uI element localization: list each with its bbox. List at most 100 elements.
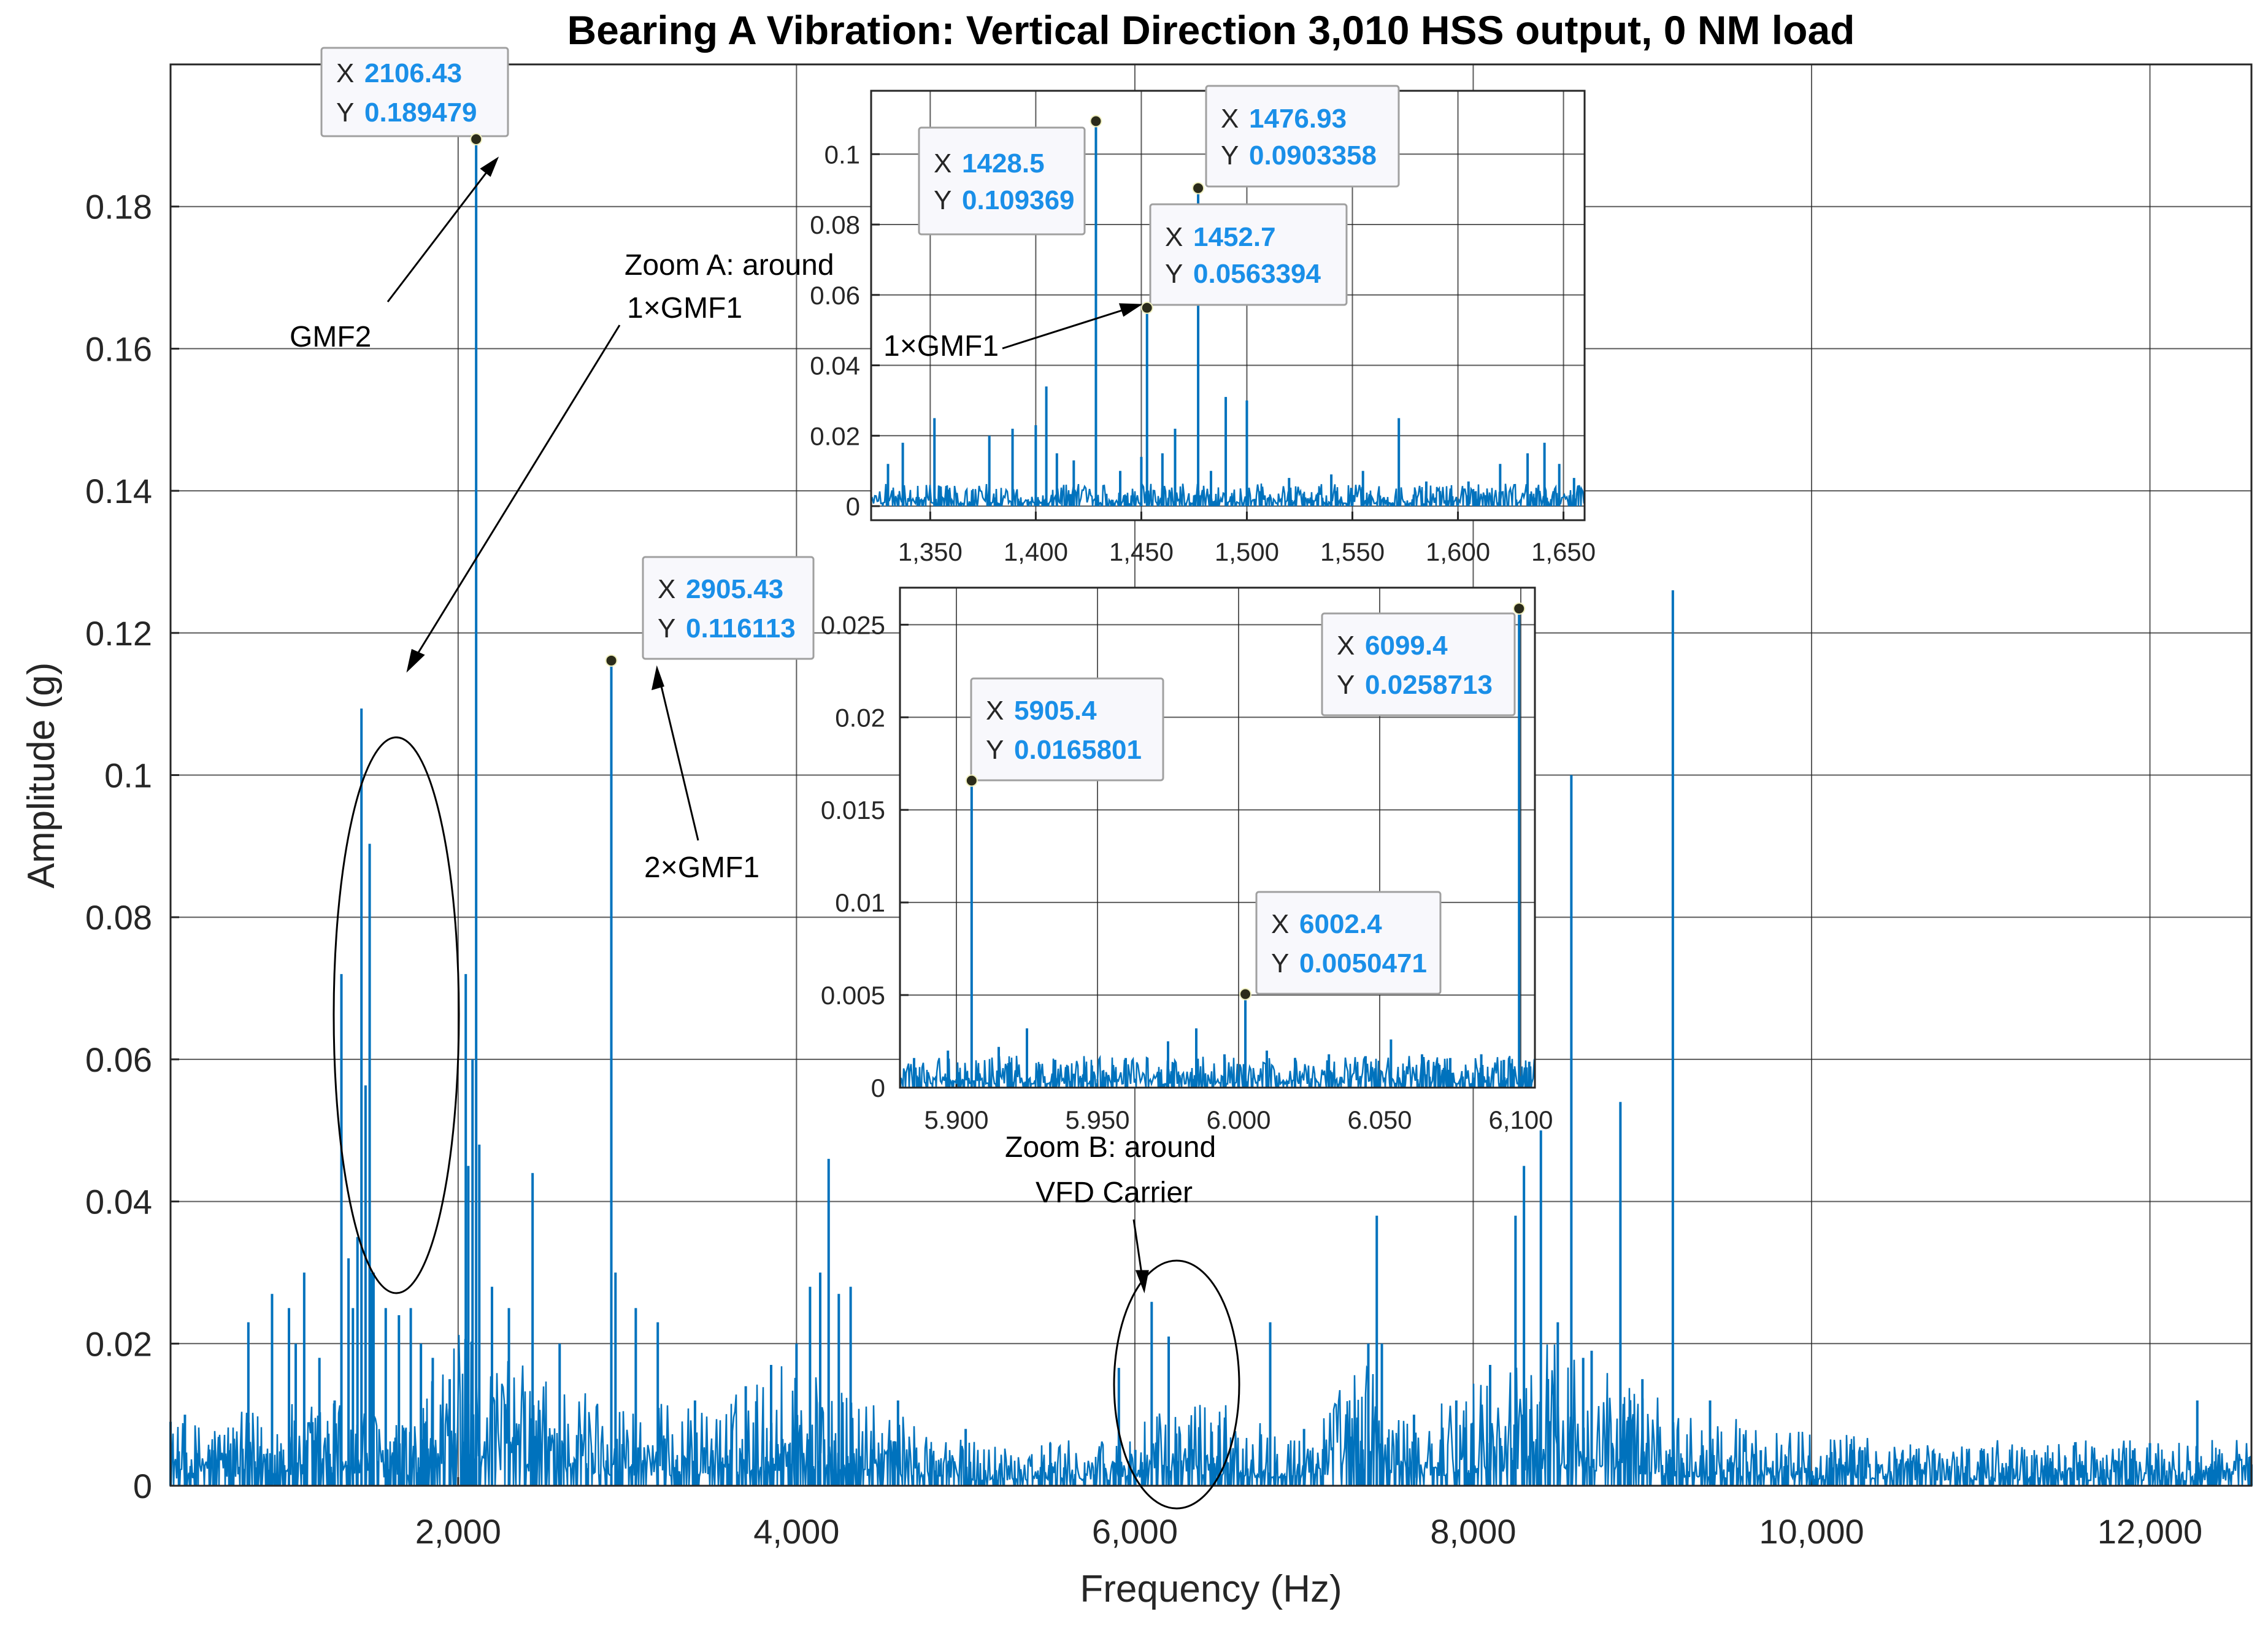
- x-tick-label: 12,000: [2097, 1512, 2202, 1551]
- y-tick-label: 0.005: [821, 981, 885, 1010]
- y-tick-label: 0.16: [85, 329, 152, 368]
- zoom-a-ellipse: [333, 736, 460, 1294]
- datatip-marker: [1090, 115, 1102, 128]
- zoom-a-label: Zoom A: around 1×GMF1: [625, 249, 842, 325]
- zoom-a-1xgmf1-arrow-head: [1118, 303, 1143, 317]
- datatip-x-key: X: [1271, 909, 1289, 939]
- datatip-y-value: 0.0165801: [1014, 735, 1142, 765]
- datatip-y-value: 0.109369: [962, 185, 1075, 215]
- chart-title: Bearing A Vibration: Vertical Direction …: [567, 7, 1855, 53]
- y-tick-label: 0.025: [821, 610, 885, 639]
- datatip-box: [1205, 85, 1400, 188]
- datatip-x-key: X: [986, 696, 1004, 726]
- datatip-x-key: X: [1165, 222, 1183, 252]
- datatip-y-value: 0.0258713: [1365, 670, 1493, 700]
- datatip-x-value: 5905.4: [1014, 696, 1097, 726]
- y-tick-label: 0: [846, 492, 860, 521]
- datatip-box: [642, 556, 815, 660]
- noise-floor-line: [169, 1335, 2253, 1486]
- datatip-box: [1321, 612, 1516, 716]
- datatip-marker: [1239, 988, 1252, 1001]
- x-tick-label: 6,100: [1488, 1105, 1553, 1134]
- datatip-x-key: X: [336, 58, 354, 88]
- y-tick-label: 0.18: [85, 188, 152, 226]
- gmf2-label: GMF2: [290, 321, 371, 353]
- zoom-a-1xgmf1-label-line: 1×GMF1: [883, 330, 999, 363]
- datatip-marker: [965, 774, 978, 787]
- datatip-y-key: Y: [658, 613, 675, 643]
- datatip-x-value: 2106.43: [364, 58, 462, 88]
- x-tick-label: 1,450: [1109, 537, 1174, 566]
- zoom-b-label-line-2: VFD Carrier: [1036, 1177, 1193, 1209]
- y-tick-label: 0: [133, 1467, 152, 1505]
- 2xgmf1-label-line: 2×GMF1: [644, 851, 759, 884]
- x-tick-label: 6.050: [1347, 1105, 1412, 1134]
- x-tick-label: 2,000: [415, 1512, 501, 1551]
- main-tick-labels: 2,000 4,000 6,000 8,000 10,000 12,000 0 0.02 0.0…: [85, 188, 2202, 1551]
- zoom-a-datatips: X 1428.5 Y 0.109369 X 1476.93 Y 0.0903358 X 1452.…: [918, 85, 1400, 314]
- y-tick-label: 0: [871, 1074, 885, 1102]
- datatip-box: [1149, 203, 1348, 306]
- datatip-y-value: 0.189479: [364, 98, 477, 128]
- datatip-y-key: Y: [1165, 259, 1183, 289]
- datatip-x-value: 6099.4: [1365, 631, 1448, 661]
- zoom-a-label-line-2: 1×GMF1: [627, 292, 742, 325]
- y-tick-label: 0.08: [85, 898, 152, 937]
- y-tick-label: 0.1: [104, 756, 152, 795]
- x-tick-label: 1,350: [898, 537, 963, 566]
- zoom-a-arrow-line: [411, 325, 621, 663]
- datatip-x-key: X: [1337, 631, 1355, 661]
- gmf2-label-line: GMF2: [290, 321, 371, 353]
- datatip-y-key: Y: [1337, 670, 1355, 700]
- datatip-x-key: X: [658, 574, 675, 604]
- x-tick-label: 6.000: [1206, 1105, 1270, 1134]
- zoom-a-1xgmf1-label: 1×GMF1: [883, 330, 999, 363]
- datatip-y-value: 0.0563394: [1193, 259, 1321, 289]
- y-tick-label: 0.04: [810, 352, 860, 380]
- x-axis-label: Frequency (Hz): [1080, 1568, 1342, 1610]
- zoom-a-1xgmf1-arrow-line: [1002, 309, 1124, 350]
- datatip-x-key: X: [1221, 104, 1239, 134]
- zoom-b-label-line-1: Zoom B: around: [1005, 1131, 1216, 1164]
- zoom-b-datatips: X 5905.4 Y 0.0165801 X 6002.4 Y 0.0050471 X 6099.…: [965, 602, 1526, 1001]
- datatip-box: [320, 47, 509, 137]
- datatip-box: [970, 677, 1164, 782]
- x-tick-label: 1,650: [1531, 537, 1596, 566]
- noise-floor-line: [870, 482, 1585, 507]
- datatip-y-key: Y: [1221, 140, 1239, 171]
- y-axis-label: Amplitude (g): [20, 663, 63, 889]
- y-tick-label: 0.1: [825, 140, 860, 169]
- datatip-x-key: X: [934, 148, 951, 179]
- datatip-marker: [470, 133, 483, 145]
- y-tick-label: 0.015: [821, 796, 885, 824]
- datatip-y-value: 0.0050471: [1299, 948, 1427, 978]
- y-tick-label: 0.02: [835, 703, 885, 732]
- datatip-y-key: Y: [986, 735, 1004, 765]
- main-annotations: GMF2 Zoom A: around 1×GMF1 2×GMF1 Zoom B…: [290, 156, 1240, 1510]
- x-tick-label: 5.900: [924, 1105, 988, 1134]
- datatip-box: [1255, 891, 1442, 995]
- datatip-x-value: 1428.5: [962, 148, 1045, 179]
- x-tick-label: 10,000: [1759, 1512, 1864, 1551]
- zoom-a-label-line-1: Zoom A: around: [625, 249, 834, 282]
- datatip-marker: [605, 654, 618, 667]
- x-tick-label: 8,000: [1430, 1512, 1516, 1551]
- datatip-marker: [1192, 182, 1205, 194]
- y-tick-label: 0.12: [85, 614, 152, 653]
- main-datatips: X 2106.43 Y 0.189479 X 2905.43 Y 0.116113: [320, 47, 815, 667]
- zoom-b-label: Zoom B: around VFD Carrier: [1005, 1131, 1224, 1209]
- main-spectrum-series: [169, 139, 2253, 1486]
- zoom-b-arrow-head: [1135, 1270, 1149, 1294]
- x-tick-label: 1,550: [1320, 537, 1385, 566]
- datatip-box: [918, 126, 1086, 236]
- y-tick-label: 0.02: [85, 1324, 152, 1363]
- y-tick-label: 0.01: [835, 888, 885, 917]
- datatip-x-value: 1452.7: [1193, 222, 1276, 252]
- 2xgmf1-arrow-line: [658, 675, 699, 841]
- x-tick-label: 4,000: [753, 1512, 839, 1551]
- datatip-y-value: 0.0903358: [1249, 140, 1377, 171]
- zoom-b-tick-labels: 5.900 5.950 6.000 6.050 6,100 0 0.005 0.01 0.015…: [821, 610, 1553, 1134]
- x-tick-label: 5.950: [1065, 1105, 1129, 1134]
- main-axes-frame: [169, 63, 2253, 1487]
- zoom-b-ellipse: [1113, 1259, 1240, 1510]
